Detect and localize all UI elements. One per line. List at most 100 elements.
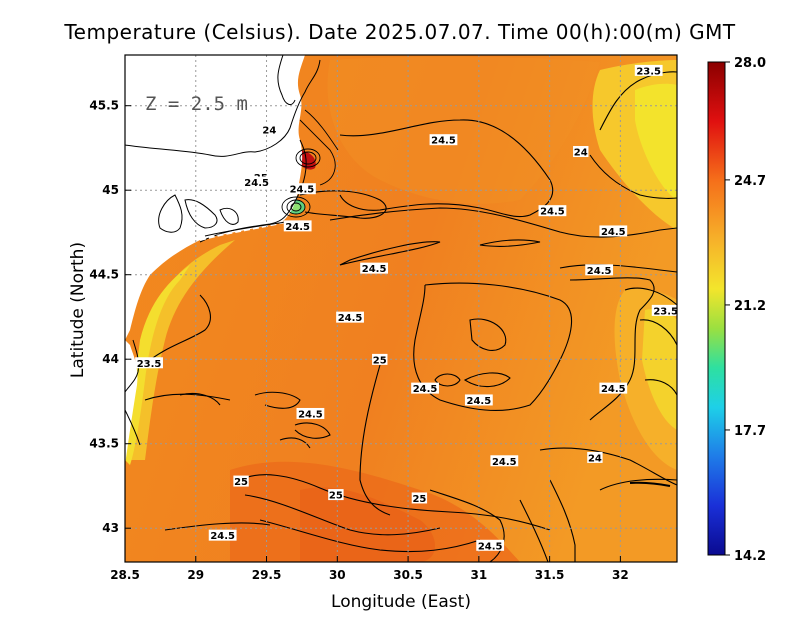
contour-label-text: 24.5 — [210, 531, 235, 542]
contour-label: 24.5 — [599, 225, 628, 238]
x-tick-label: 28.5 — [110, 568, 140, 582]
contour-label-bg — [476, 539, 505, 551]
y-axis-label: Latitude (North) — [68, 241, 88, 379]
contour-label-text: 24.5 — [413, 384, 438, 395]
y-axis-ticks: 43 43.5 44 44.5 45 45.5 — [89, 99, 131, 535]
y-tick-label: 43 — [102, 521, 119, 535]
x-axis-ticks: 28.5 29 29.5 30 30.5 31 31.5 32 — [110, 556, 629, 582]
x-tick-label: 31 — [470, 568, 487, 582]
contour-label: 24.5 — [360, 262, 389, 275]
contour-label-text: 24.5 — [467, 396, 492, 407]
contour-label-text: 25 — [234, 477, 248, 488]
contour-label: 23.5 — [651, 304, 680, 317]
grid-lines — [124, 55, 677, 562]
contour-label-text: 24 — [574, 148, 588, 159]
contour-label-text: 23.5 — [137, 359, 162, 370]
colorbar-tick-label: 21.2 — [734, 299, 766, 314]
contour-label-bg — [372, 353, 388, 365]
contour-label: 24 — [261, 124, 278, 137]
contour-label: 24.5 — [476, 539, 505, 552]
contour-label: 25 — [411, 492, 428, 505]
contour-label-bg — [599, 225, 628, 237]
contour-label-bg — [296, 407, 325, 419]
contour-label: 24.5 — [599, 382, 628, 395]
contour-label: 24.5 — [288, 183, 316, 196]
x-axis-label: Longitude (East) — [331, 592, 471, 612]
contour-label-bg — [135, 357, 163, 369]
contour-label-bg — [651, 304, 680, 316]
contour-label-text: 23.5 — [653, 306, 678, 317]
contour-label-bg — [599, 382, 628, 394]
dense-contours — [199, 109, 339, 241]
land-mask — [125, 55, 305, 465]
colorbar-tick-label: 17.7 — [734, 424, 766, 439]
colorbar-tick-label: 24.7 — [734, 174, 766, 189]
contour-label: 24.5 — [464, 394, 493, 407]
x-tick-label: 30.5 — [393, 568, 423, 582]
contour-label-bg — [242, 176, 271, 188]
contour-label-bg — [490, 455, 519, 467]
contour-label-bg — [585, 264, 614, 276]
contour-label-text: 25 — [329, 491, 343, 502]
colorbar-ticks: 28.0 24.7 21.2 17.7 14.2 — [725, 56, 766, 564]
contour-label-bg — [360, 262, 389, 274]
contour-label-text: 24.5 — [587, 266, 612, 277]
contour-label-bg — [573, 146, 589, 158]
contour-label: 24.5 — [490, 455, 519, 468]
contour-label-text: 24.5 — [540, 207, 565, 218]
contour-label-bg — [538, 205, 567, 217]
contour-label-text: 24.5 — [298, 409, 323, 420]
colorbar-tick-label: 14.2 — [734, 549, 766, 564]
x-tick-label: 29.5 — [252, 568, 282, 582]
contour-label: 24.5 — [208, 529, 237, 542]
y-tick-label: 45 — [102, 183, 119, 197]
colorbar — [707, 61, 726, 556]
contour-label: 25 — [233, 475, 249, 488]
contour-label: 24.5 — [296, 407, 325, 420]
contour-label-bg — [587, 451, 603, 463]
contour-label-bg — [208, 529, 237, 541]
contour-label-text: 24.5 — [290, 185, 315, 196]
y-tick-label: 44.5 — [89, 268, 119, 282]
y-tick-label: 45.5 — [89, 99, 119, 113]
contour-label-text: 24.5 — [338, 313, 363, 324]
chart-title: Temperature (Celsius). Date 2025.07.07. … — [64, 20, 736, 44]
contour-label-bg — [634, 64, 663, 76]
contour-label-bg — [233, 475, 249, 487]
x-tick-label: 30 — [329, 568, 346, 582]
depth-label: Z = 2.5 m — [145, 93, 248, 115]
contour-label-text: 25 — [412, 494, 426, 505]
contour-label-text: 23.5 — [636, 66, 661, 77]
contour-labels: 23.5 24 24.5 24 25 24.5 24.5 24.5 24.5 24.5 24.5 24… — [135, 64, 680, 552]
contour-label-text: 24.5 — [431, 136, 456, 147]
x-tick-label: 31.5 — [535, 568, 565, 582]
contour-label: 23.5 — [135, 357, 163, 370]
contour-label: 24.5 — [411, 382, 439, 395]
contour-label-bg — [283, 220, 312, 232]
contour-label: 24.5 — [283, 220, 312, 233]
contour-label: 24.5 — [242, 176, 271, 189]
contour-label: 24 — [587, 451, 603, 464]
contour-lines — [144, 71, 677, 562]
contour-label-text: 24.5 — [285, 222, 310, 233]
contour-label-text: 24 — [588, 453, 602, 464]
coastline-north — [125, 59, 321, 157]
y-tick-label: 43.5 — [89, 437, 119, 451]
contour-label-bg — [336, 311, 364, 323]
plot-frame — [124, 54, 678, 563]
colorbar-tick-label: 28.0 — [734, 56, 766, 71]
contour-label-text: 25 — [373, 355, 387, 366]
contour-label-text: 24.5 — [601, 227, 626, 238]
contour-label: 25 — [328, 489, 344, 502]
contour-label-bg — [429, 134, 458, 146]
x-tick-label: 29 — [187, 568, 204, 582]
contour-label-bg — [464, 394, 493, 406]
contour-label-bg — [411, 382, 439, 394]
contour-label-text: 24.5 — [244, 178, 269, 189]
contour-label: 24.5 — [429, 134, 458, 147]
contour-label-text: 24.5 — [362, 264, 387, 275]
contour-label-bg — [411, 492, 428, 504]
contour-label-text: 24 — [262, 126, 276, 137]
